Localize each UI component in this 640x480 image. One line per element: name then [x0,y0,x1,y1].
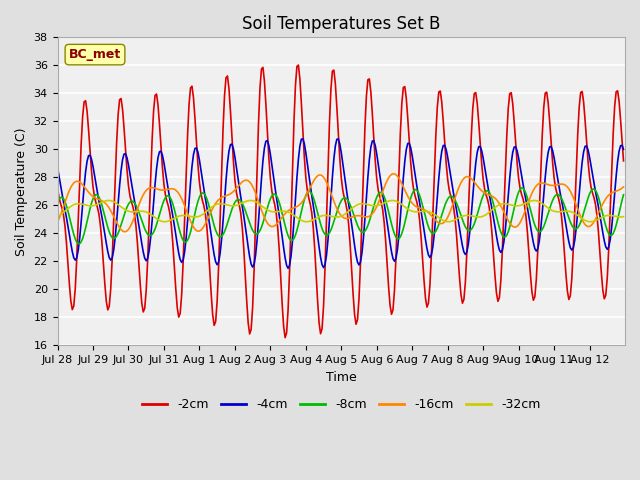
Legend: -2cm, -4cm, -8cm, -16cm, -32cm: -2cm, -4cm, -8cm, -16cm, -32cm [137,393,545,416]
-2cm [281,335,289,340]
-32cm [618,214,626,220]
-8cm [73,239,81,245]
-4cm [544,149,552,155]
-8cm [620,192,627,198]
-2cm [348,266,355,272]
-32cm [620,214,627,219]
Text: BC_met: BC_met [69,48,121,61]
-4cm [348,221,355,227]
-8cm [544,211,552,216]
-2cm [544,100,552,106]
-16cm [73,179,81,184]
-16cm [54,219,61,225]
Line: -8cm: -8cm [58,188,623,244]
-16cm [460,176,468,181]
-4cm [91,172,99,178]
-32cm [54,213,61,219]
-4cm [73,255,81,261]
-4cm [299,136,307,142]
-8cm [618,197,626,203]
-32cm [460,213,468,219]
-16cm [618,185,626,191]
-4cm [54,165,61,170]
-8cm [459,217,467,223]
-4cm [284,265,292,271]
-2cm [460,297,468,302]
-16cm [120,229,128,235]
-8cm [74,241,82,247]
-32cm [73,201,81,207]
-8cm [346,202,354,208]
-16cm [389,171,397,177]
Line: -2cm: -2cm [58,65,623,337]
Line: -16cm: -16cm [58,174,623,232]
-16cm [544,182,552,188]
X-axis label: Time: Time [326,371,356,384]
-8cm [92,192,100,197]
-2cm [294,62,302,68]
-8cm [54,199,61,205]
-32cm [91,203,99,208]
-2cm [618,138,626,144]
-16cm [620,184,627,190]
Line: -4cm: -4cm [58,139,623,268]
-32cm [160,219,168,225]
-16cm [346,215,354,221]
-8cm [518,185,525,191]
-2cm [73,256,81,262]
-32cm [389,198,397,204]
-4cm [618,143,626,148]
-4cm [620,146,627,152]
Line: -32cm: -32cm [58,201,623,222]
-4cm [460,249,468,255]
-2cm [91,194,99,200]
Y-axis label: Soil Temperature (C): Soil Temperature (C) [15,127,28,255]
-16cm [91,194,99,200]
-32cm [544,205,552,211]
Title: Soil Temperatures Set B: Soil Temperatures Set B [242,15,440,33]
-2cm [54,184,61,190]
-2cm [620,158,627,164]
-32cm [346,207,354,213]
